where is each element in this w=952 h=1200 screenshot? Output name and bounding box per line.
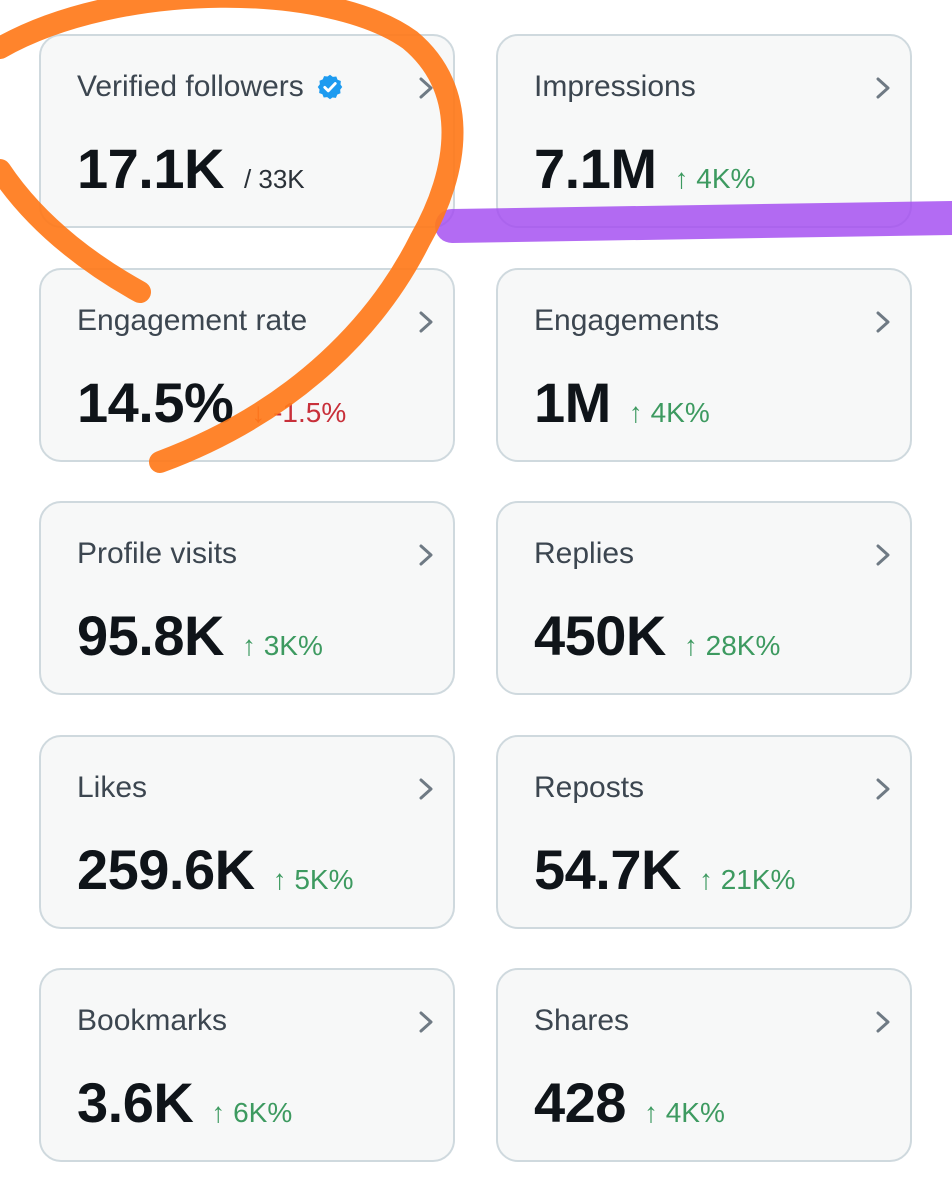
card-engagement-rate[interactable]: Engagement rate 14.5% ↓ -1.5% [39, 268, 455, 462]
card-value: 95.8K [77, 604, 224, 667]
chevron-right-icon [876, 77, 890, 99]
card-change: ↓ -1.5% [251, 397, 347, 428]
card-change: ↑ 4K% [674, 163, 756, 194]
card-change: ↑ 4K% [643, 1097, 725, 1128]
card-change: ↑ 3K% [241, 630, 323, 661]
chevron-right-icon [876, 311, 890, 333]
card-value-row: 54.7K ↑ 21K% [534, 837, 795, 902]
card-value-row: 450K ↑ 28K% [534, 603, 780, 668]
card-value-row: 1M ↑ 4K% [534, 370, 710, 435]
card-engagements[interactable]: Engagements 1M ↑ 4K% [496, 268, 912, 462]
card-label: Replies [534, 537, 635, 570]
card-value: 1M [534, 371, 611, 434]
card-label: Engagements [534, 304, 720, 337]
card-bookmarks[interactable]: Bookmarks 3.6K ↑ 6K% [39, 968, 455, 1162]
card-label: Reposts [534, 771, 645, 804]
card-label: Bookmarks [77, 1004, 228, 1037]
chevron-right-icon [419, 77, 433, 99]
card-value-row: 259.6K ↑ 5K% [77, 837, 354, 902]
card-change: ↑ 21K% [698, 864, 796, 895]
card-impressions[interactable]: Impressions 7.1M ↑ 4K% [496, 34, 912, 228]
card-likes[interactable]: Likes 259.6K ↑ 5K% [39, 735, 455, 929]
card-value: 259.6K [77, 838, 255, 901]
card-reposts[interactable]: Reposts 54.7K ↑ 21K% [496, 735, 912, 929]
card-replies[interactable]: Replies 450K ↑ 28K% [496, 501, 912, 695]
card-change: ↑ 28K% [683, 630, 781, 661]
chevron-right-icon [419, 311, 433, 333]
chevron-right-icon [876, 778, 890, 800]
card-shares[interactable]: Shares 428 ↑ 4K% [496, 968, 912, 1162]
card-verified-followers[interactable]: Verified followers 17.1K / 33K [39, 34, 455, 228]
card-value: 428 [534, 1071, 626, 1134]
chevron-right-icon [419, 1011, 433, 1033]
card-value-row: 7.1M ↑ 4K% [534, 136, 755, 201]
card-label: Profile visits [77, 537, 238, 570]
card-total: / 33K [243, 164, 305, 194]
chevron-right-icon [419, 778, 433, 800]
card-value: 17.1K [77, 137, 224, 200]
card-value: 450K [534, 604, 666, 667]
chevron-right-icon [876, 544, 890, 566]
card-value-row: 14.5% ↓ -1.5% [77, 370, 346, 435]
card-value-row: 3.6K ↑ 6K% [77, 1070, 292, 1135]
card-change: ↑ 6K% [211, 1097, 293, 1128]
card-value: 7.1M [534, 137, 657, 200]
card-change: ↑ 4K% [628, 397, 710, 428]
chevron-right-icon [876, 1011, 890, 1033]
card-value: 54.7K [534, 838, 681, 901]
card-label: Verified followers [77, 70, 344, 104]
card-value: 3.6K [77, 1071, 194, 1134]
verified-badge-icon [317, 74, 343, 100]
card-label: Likes [77, 771, 148, 804]
card-label: Impressions [534, 70, 696, 103]
chevron-right-icon [419, 544, 433, 566]
card-value: 14.5% [77, 371, 234, 434]
card-value-row: 17.1K / 33K [77, 136, 305, 201]
card-label: Engagement rate [77, 304, 308, 337]
card-value-row: 428 ↑ 4K% [534, 1070, 725, 1135]
card-change: ↑ 5K% [272, 864, 354, 895]
card-label: Shares [534, 1004, 630, 1037]
card-value-row: 95.8K ↑ 3K% [77, 603, 323, 668]
card-profile-visits[interactable]: Profile visits 95.8K ↑ 3K% [39, 501, 455, 695]
